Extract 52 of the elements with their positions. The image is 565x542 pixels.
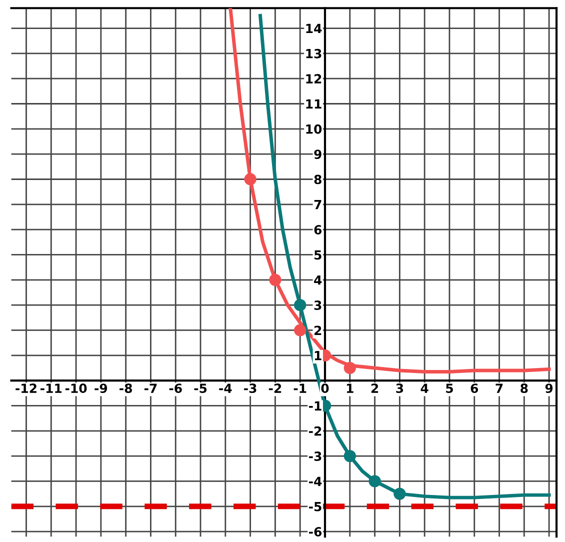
x-tick-label: 8 <box>520 384 528 394</box>
x-tick-label: -3 <box>244 384 256 394</box>
y-tick-label: 3 <box>314 300 322 310</box>
point <box>294 324 306 336</box>
point <box>244 173 256 186</box>
y-tick-label: 6 <box>314 225 322 234</box>
y-tick-label: -2 <box>309 426 322 436</box>
y-tick-label: 10 <box>306 124 322 134</box>
point <box>394 488 406 500</box>
point <box>344 362 356 374</box>
x-tick-label: -5 <box>194 384 207 394</box>
y-tick-label: -4 <box>309 476 322 486</box>
x-tick-label: -8 <box>120 384 132 394</box>
x-tick-label: 1 <box>346 384 354 393</box>
y-tick-label: 2 <box>314 326 322 335</box>
y-tick-label: 13 <box>306 48 322 58</box>
point <box>344 450 356 462</box>
point <box>294 298 306 312</box>
x-tick-label: 4 <box>420 384 428 393</box>
y-tick-label: 4 <box>314 276 322 285</box>
x-tick-label: -12 <box>16 384 36 393</box>
y-tick-label: 11 <box>306 99 322 109</box>
point <box>269 274 282 286</box>
y-tick-label: 1 <box>314 351 322 360</box>
y-tick-label: -1 <box>309 401 322 410</box>
y-tick-label: -5 <box>309 502 322 512</box>
x-tick-label: -6 <box>169 384 182 394</box>
x-tick-label: 7 <box>496 384 503 393</box>
x-tick-label: -11 <box>40 384 62 393</box>
y-tick-label: -3 <box>309 452 322 461</box>
x-tick-label: -1 <box>294 384 306 393</box>
y-tick-label: 9 <box>314 150 322 160</box>
x-tick-label: 2 <box>371 384 378 393</box>
y-tick-label: -6 <box>309 527 322 536</box>
x-tick-label: 9 <box>545 384 553 394</box>
x-tick-label: -10 <box>65 384 87 394</box>
y-tick-label: 12 <box>306 74 322 84</box>
y-tick-label: 7 <box>314 200 322 210</box>
x-tick-label: 6 <box>470 384 478 394</box>
x-tick-label: -7 <box>144 384 157 393</box>
point <box>368 475 381 488</box>
x-tick-label: 5 <box>446 384 453 394</box>
x-tick-label: -2 <box>268 384 282 393</box>
x-tick-label: -4 <box>219 384 232 393</box>
x-tick-label: 0 <box>321 384 329 394</box>
y-tick-label: 14 <box>306 24 322 34</box>
y-tick-label: 8 <box>314 174 322 184</box>
y-tick-label: 5 <box>314 250 322 260</box>
x-tick-label: 3 <box>396 384 404 394</box>
line-series <box>228 8 551 374</box>
line-series <box>258 14 551 500</box>
x-tick-label: -9 <box>94 384 108 394</box>
